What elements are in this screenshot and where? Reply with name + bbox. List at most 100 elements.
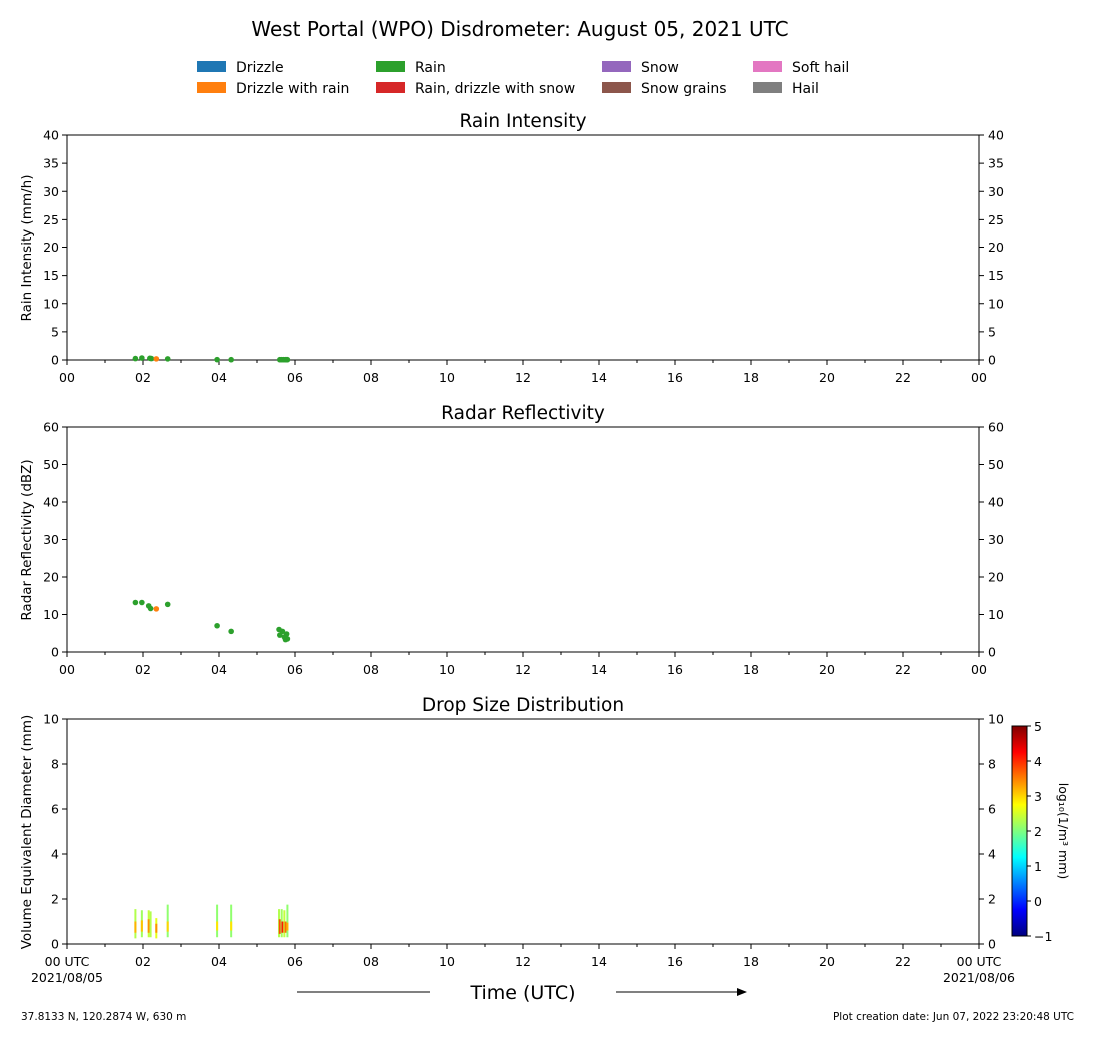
main-title: West Portal (WPO) Disdrometer: August 05… (251, 17, 788, 41)
start-date-label: 2021/08/05 (31, 970, 103, 985)
time-axis-label: Time (UTC) (469, 982, 575, 1004)
drop-size-cell (286, 904, 289, 938)
rain-intensity-plot-frame (66, 134, 980, 361)
rain-intensity-y-tick-label-right: 40 (988, 128, 1004, 143)
rain-intensity-x-tick-label: 10 (439, 370, 455, 385)
drop-size-cell (134, 921, 137, 933)
colorbar-tick-label: 2 (1034, 824, 1042, 839)
drop-size-cell (166, 904, 169, 938)
drop-size-x-tick-label: 18 (743, 954, 759, 969)
radar-reflectivity-y-tick-label-right: 0 (988, 645, 996, 660)
rain-intensity-point-rain (228, 356, 234, 363)
drop-size-y-tick-label-right: 4 (988, 847, 996, 862)
legend-swatch-rain-drizzle-with-snow (376, 82, 405, 93)
radar-reflectivity-x-tick-label: 08 (363, 662, 379, 677)
colorbar: log₁₀(1/m³ mm) −1 0 1 2 3 4 5 (1011, 719, 1071, 944)
legend-label-rain: Rain (415, 60, 446, 76)
end-date-label: 2021/08/06 (943, 970, 1015, 985)
radar-reflectivity-point-drizzle-with-rain (153, 606, 160, 612)
rain-intensity-point-rain (284, 356, 291, 363)
drop-size-cell (216, 904, 219, 938)
drop-size-x-tick-label: 02 (135, 954, 151, 969)
radar-reflectivity-y-tick-label-right: 50 (988, 457, 1004, 472)
radar-reflectivity-plot-frame (66, 426, 980, 653)
rain-intensity-title: Rain Intensity (459, 111, 586, 132)
drop-size-cell (284, 921, 287, 933)
rain-intensity-x-tick-label: 16 (667, 370, 683, 385)
legend-label-drizzle-with-rain: Drizzle with rain (236, 81, 349, 97)
legend-swatch-drizzle (197, 61, 226, 72)
drop-size-cell (140, 920, 143, 932)
drop-size-cell (281, 921, 284, 933)
legend-swatch-drizzle-with-rain (197, 82, 226, 93)
rain-intensity-y-tick-label-left: 0 (51, 353, 59, 368)
legend-label-snow-grains: Snow grains (641, 81, 727, 97)
radar-reflectivity-y-tick-label-left: 40 (43, 495, 59, 510)
rain-intensity-panel: Rain Intensity Rain Intensity (mm/h) 00 0… (19, 111, 1004, 385)
rain-intensity-y-tick-label-left: 10 (43, 296, 59, 311)
radar-reflectivity-point-rain (228, 628, 234, 635)
rain-intensity-point-drizzle-with-rain (153, 356, 160, 362)
radar-reflectivity-panel: Radar Reflectivity Radar Reflectivity (d… (19, 403, 1004, 677)
colorbar-tick-label: 1 (1034, 859, 1042, 874)
radar-reflectivity-x-tick-label: 20 (819, 662, 835, 677)
colorbar-tick-label: 5 (1034, 719, 1042, 734)
rain-intensity-y-tick-label-right: 25 (988, 212, 1004, 227)
rain-intensity-x-tick-label: 08 (363, 370, 379, 385)
legend: Drizzle Drizzle with rain Rain Rain, drizzl… (197, 60, 849, 97)
drop-size-y-tick-label-right: 0 (988, 937, 996, 952)
drop-size-y-tick-label-right: 8 (988, 757, 996, 772)
drop-size-x-tick-label: 08 (363, 954, 379, 969)
radar-reflectivity-y-tick-label-left: 50 (43, 457, 59, 472)
rain-intensity-y-tick-label-left: 5 (51, 324, 59, 339)
rain-intensity-x-tick-label: 00 (971, 370, 987, 385)
legend-label-rain-drizzle-with-snow: Rain, drizzle with snow (415, 81, 575, 97)
colorbar-tick-label: 3 (1034, 789, 1042, 804)
rain-intensity-y-tick-label-right: 20 (988, 240, 1004, 255)
rain-intensity-y-tick-label-left: 35 (43, 156, 59, 171)
rain-intensity-y-tick-label-left: 40 (43, 128, 59, 143)
drop-size-x-tick-label: 14 (591, 954, 607, 969)
rain-intensity-y-tick-label-left: 20 (43, 240, 59, 255)
radar-reflectivity-point-rain (132, 599, 139, 606)
radar-reflectivity-x-tick-label: 14 (591, 662, 607, 677)
radar-reflectivity-point-rain (283, 631, 290, 637)
drop-size-cell (283, 910, 286, 938)
radar-reflectivity-y-tick-label-left: 30 (43, 532, 59, 547)
radar-reflectivity-y-tick-label-left: 0 (51, 645, 59, 660)
colorbar-tick-label: −1 (1034, 929, 1052, 944)
drop-size-y-tick-label-left: 10 (43, 712, 59, 727)
colorbar-tick-label: 0 (1034, 894, 1042, 909)
radar-reflectivity-y-tick-label-right: 10 (988, 607, 1004, 622)
colorbar-label: log₁₀(1/m³ mm) (1056, 783, 1071, 880)
rain-intensity-x-tick-label: 12 (515, 370, 531, 385)
radar-reflectivity-point-rain (147, 605, 154, 612)
radar-reflectivity-y-tick-label-left: 10 (43, 607, 59, 622)
radar-reflectivity-y-tick-label-left: 60 (43, 420, 59, 435)
rain-intensity-x-tick-label: 18 (743, 370, 759, 385)
radar-reflectivity-x-tick-label: 00 (59, 662, 75, 677)
radar-reflectivity-point-rain (139, 599, 145, 606)
drop-size-y-tick-label-left: 6 (51, 802, 59, 817)
colorbar-gradient (1011, 725, 1028, 937)
drop-size-x-tick-label: 22 (895, 954, 911, 969)
drop-size-y-tick-label-left: 8 (51, 757, 59, 772)
rain-intensity-y-tick-label-left: 15 (43, 268, 59, 283)
drop-size-cell (155, 923, 158, 933)
rain-intensity-x-tick-label: 20 (819, 370, 835, 385)
rain-intensity-x-tick-label: 14 (591, 370, 607, 385)
drop-size-cell (230, 904, 233, 938)
drop-size-x-tick-label: 20 (819, 954, 835, 969)
radar-reflectivity-x-tick-label: 16 (667, 662, 683, 677)
drop-size-distribution-title: Drop Size Distribution (422, 695, 624, 716)
radar-reflectivity-x-tick-label: 00 (971, 662, 987, 677)
drop-size-cell (230, 921, 233, 931)
rain-intensity-point-rain (148, 355, 155, 362)
radar-reflectivity-ylabel: Radar Reflectivity (dBZ) (19, 459, 35, 620)
radar-reflectivity-title: Radar Reflectivity (441, 403, 605, 424)
rain-intensity-y-tick-label-left: 25 (43, 212, 59, 227)
drop-size-cell (166, 921, 169, 932)
radar-reflectivity-y-tick-label-right: 40 (988, 495, 1004, 510)
legend-label-snow: Snow (641, 60, 679, 76)
